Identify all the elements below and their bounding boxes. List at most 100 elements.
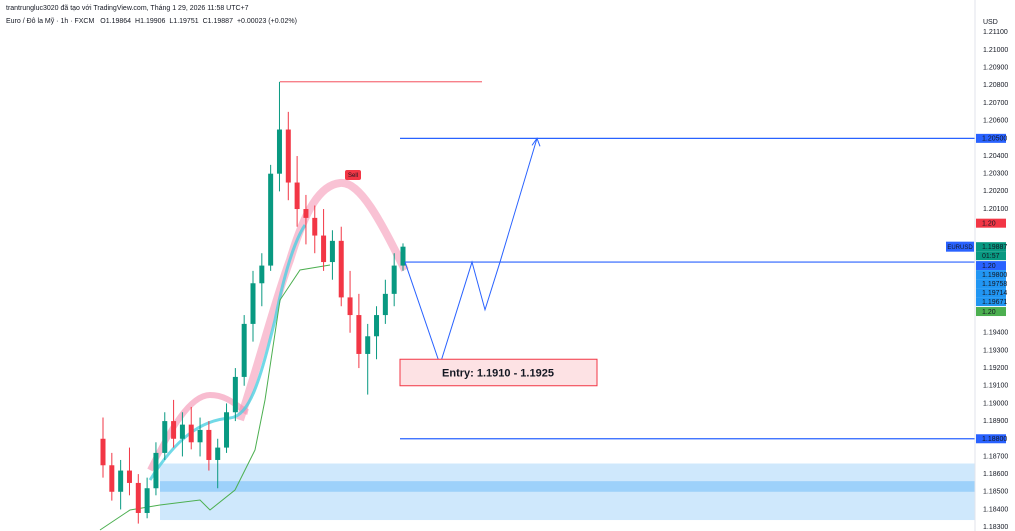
price-badge-label: 1.18800 bbox=[982, 436, 1007, 443]
y-tick-label: 1.19100 bbox=[983, 383, 1008, 390]
demand-zone-core bbox=[160, 481, 975, 492]
candle-body bbox=[321, 235, 327, 263]
candle-body bbox=[171, 421, 177, 439]
candle-body bbox=[206, 429, 212, 460]
candle-body bbox=[347, 297, 353, 316]
entry-box bbox=[399, 358, 598, 387]
candle-body bbox=[100, 438, 106, 466]
candle-body bbox=[276, 129, 282, 174]
y-tick-label: 1.20800 bbox=[983, 82, 1008, 89]
candle-body bbox=[224, 412, 230, 448]
y-tick-label: 1.18600 bbox=[983, 471, 1008, 478]
y-tick-label: 1.21000 bbox=[983, 47, 1008, 54]
candle-body bbox=[294, 182, 300, 210]
price-badge-label: 1.19714 bbox=[982, 290, 1007, 297]
axis-unit: USD bbox=[983, 19, 998, 26]
price-badge bbox=[976, 251, 1006, 261]
y-tick-label: 1.18500 bbox=[983, 489, 1008, 496]
candle-body bbox=[197, 429, 203, 443]
candle-body bbox=[365, 336, 371, 354]
y-tick-label: 1.20700 bbox=[983, 100, 1008, 107]
candle-body bbox=[356, 315, 362, 354]
candle-body bbox=[126, 470, 132, 483]
y-tick-label: 1.18400 bbox=[983, 506, 1008, 513]
candle-body bbox=[109, 465, 115, 492]
price-badge bbox=[976, 242, 1006, 252]
candle-body bbox=[241, 323, 247, 377]
projection-path bbox=[404, 138, 538, 367]
sell-label: Sell bbox=[348, 173, 358, 179]
symbol-badge bbox=[946, 241, 974, 252]
candle-body bbox=[312, 217, 318, 236]
y-tick-label: 1.20100 bbox=[983, 206, 1008, 213]
ohlc-value: O1.19864 bbox=[100, 18, 131, 25]
y-tick-label: 1.20200 bbox=[983, 188, 1008, 195]
candle-body bbox=[179, 424, 185, 439]
price-badge-label: 1.20 bbox=[982, 309, 996, 316]
price-badge bbox=[976, 288, 1006, 298]
candle-body bbox=[391, 265, 397, 294]
y-tick-label: 1.20900 bbox=[983, 65, 1008, 72]
header-credit: trantrungluc3020 đã tạo với TradingView.… bbox=[6, 5, 249, 12]
candle-body bbox=[144, 488, 150, 513]
candle-body bbox=[153, 452, 159, 489]
price-badge bbox=[976, 270, 1006, 280]
y-tick-label: 1.20600 bbox=[983, 118, 1008, 125]
projection-arrow bbox=[531, 137, 541, 147]
candle-body bbox=[382, 293, 388, 316]
y-tick-label: 1.20400 bbox=[983, 153, 1008, 160]
indicator-line bbox=[148, 224, 307, 481]
candle-body bbox=[338, 240, 344, 298]
price-badge-label: 1.20 bbox=[982, 263, 996, 270]
price-badge bbox=[976, 279, 1006, 289]
ohlc-value: H1.19906 bbox=[135, 18, 165, 25]
price-badge bbox=[976, 261, 1006, 271]
price-badge-label: 01:57 bbox=[982, 253, 1000, 260]
entry-label: Entry: 1.1910 - 1.1925 bbox=[442, 367, 554, 379]
candle-body bbox=[329, 240, 335, 263]
zones bbox=[160, 463, 975, 521]
price-badge-label: 1.19671 bbox=[982, 299, 1007, 306]
price-badge-label: 1.20500 bbox=[982, 136, 1007, 143]
price-badge bbox=[976, 133, 1006, 143]
y-tick-label: 1.18300 bbox=[983, 524, 1008, 531]
indicator-band bbox=[236, 179, 409, 422]
candle-body bbox=[118, 470, 124, 492]
y-tick-label: 1.21100 bbox=[983, 29, 1008, 36]
y-tick-label: 1.20300 bbox=[983, 171, 1008, 178]
sell-badge bbox=[345, 170, 361, 180]
price-badge bbox=[976, 218, 1006, 228]
candle-body bbox=[215, 447, 221, 460]
candle-body bbox=[303, 209, 309, 218]
price-badge-label: 1.19758 bbox=[982, 281, 1007, 288]
candle-body bbox=[188, 424, 194, 443]
price-badge-label: 1.19800 bbox=[982, 272, 1007, 279]
candle-body bbox=[374, 315, 380, 337]
ohlc-value: C1.19887 bbox=[203, 18, 233, 25]
candle-body bbox=[250, 283, 256, 324]
candle-body bbox=[400, 246, 406, 266]
price-badge bbox=[976, 307, 1006, 317]
symbol-label: EURUSD bbox=[947, 245, 973, 251]
candle-body bbox=[135, 482, 141, 513]
candle-body bbox=[259, 265, 265, 284]
y-tick-label: 1.19400 bbox=[983, 330, 1008, 337]
price-badge-label: 1.20 bbox=[982, 221, 996, 228]
y-tick-label: 1.19000 bbox=[983, 400, 1008, 407]
price-badge bbox=[976, 297, 1006, 307]
y-tick-label: 1.19300 bbox=[983, 347, 1008, 354]
header-symbol: Euro / Đô la Mỹ · 1h · FXCM bbox=[6, 18, 94, 25]
candle-body bbox=[268, 173, 274, 266]
y-tick-label: 1.19200 bbox=[983, 365, 1008, 372]
y-tick-label: 1.18700 bbox=[983, 453, 1008, 460]
axis: 1.18300 1.18400 1.18500 1.18600 1.18700 1.189… bbox=[946, 29, 1008, 531]
ohlc-value: L1.19751 bbox=[169, 18, 198, 25]
y-tick-label: 1.18900 bbox=[983, 418, 1008, 425]
plot: Entry: 1.1910 - 1.1925 Sell bbox=[100, 81, 975, 524]
trailing-stop bbox=[99, 264, 331, 531]
candle-body bbox=[162, 421, 168, 453]
ohlc-value: +0.00023 (+0.02%) bbox=[237, 18, 297, 25]
price-badge-label: 1.19887 bbox=[982, 244, 1007, 251]
